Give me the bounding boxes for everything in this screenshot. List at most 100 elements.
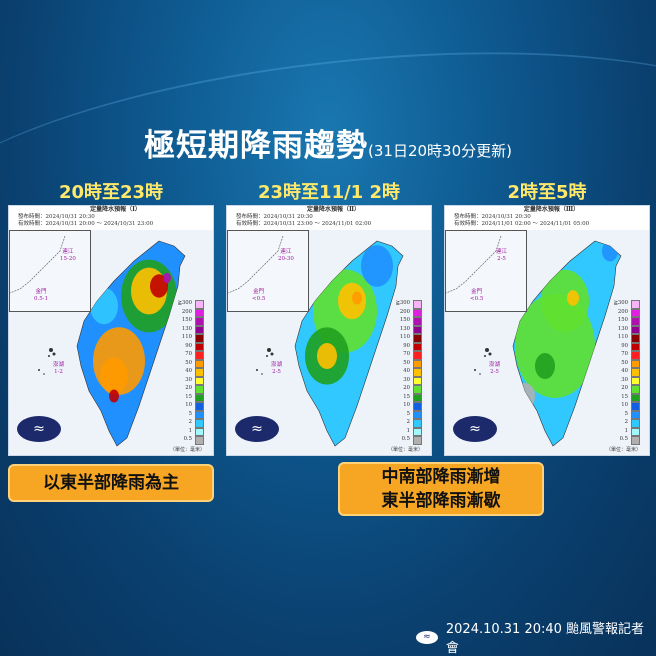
legend-swatch xyxy=(631,334,640,343)
legend-swatch xyxy=(631,393,640,402)
rainfall-legend: ≧300 200 150 130 110 90 70 50 40 30 20 15 10 5 2 1 0.5 xyxy=(613,300,640,445)
legend-swatch xyxy=(195,436,204,445)
legend-swatch xyxy=(195,376,204,385)
penghu-label: 澎湖 2-5 xyxy=(271,362,283,375)
page-title: 極短期降雨趨勢(31日20時30分更新) xyxy=(0,120,656,165)
china-coast xyxy=(10,235,66,294)
rain-area xyxy=(338,282,366,320)
legend-swatch xyxy=(195,410,204,419)
note-text-line2: 東半部降雨漸歇 xyxy=(381,491,501,511)
legend-label: 50 xyxy=(185,359,192,366)
legend-swatch xyxy=(195,342,204,351)
footer-text: 2024.10.31 20:40 颱風警報記者會 xyxy=(445,622,645,656)
legend-swatch xyxy=(195,427,204,436)
kinmen-label: 金門 <0.5 xyxy=(252,289,266,302)
legend-swatch xyxy=(631,359,640,368)
legend-swatch xyxy=(195,359,204,368)
issued-time: 發布時間：2024/10/31 20:30 xyxy=(454,213,531,220)
legend-label: 150 xyxy=(399,317,410,323)
legend-label: 130 xyxy=(181,325,192,332)
rain-area xyxy=(541,269,589,333)
legend-label: 0.5 xyxy=(619,436,628,442)
legend-swatch xyxy=(631,376,640,385)
legend-swatch xyxy=(413,342,422,351)
legend-label: 30 xyxy=(621,376,628,383)
rain-area xyxy=(109,389,119,403)
legend-label: 110 xyxy=(181,334,192,340)
matsu-label: 連江 20-30 xyxy=(278,249,294,262)
matsu-label: 連江 2-5 xyxy=(496,249,508,262)
legend-swatch xyxy=(413,351,422,360)
map-area: 連江 2-5 金門 <0.5 澎湖 2-5 ≈ ≧300 200 150 130 110 90 7… xyxy=(445,230,649,455)
legend-swatch xyxy=(195,393,204,402)
cwa-logo-icon: ≈ xyxy=(453,416,497,442)
rain-area xyxy=(90,287,118,325)
offshore-islands-inset: 連江 15-20 金門 0.5-1 xyxy=(9,230,91,312)
legend-label: 130 xyxy=(399,325,410,332)
legend-label: 20 xyxy=(621,385,628,391)
legend-label: ≧300 xyxy=(395,300,410,306)
china-coast xyxy=(446,235,502,294)
legend-swatch xyxy=(413,359,422,368)
legend-label: 0.5 xyxy=(401,436,410,442)
title-update-time: (31日20時30分更新) xyxy=(368,142,512,160)
period-heading-1: 20時至23時 xyxy=(58,182,164,203)
legend-label: ≧300 xyxy=(613,300,628,306)
legend-label: 130 xyxy=(617,325,628,332)
taiwan-map xyxy=(474,240,622,447)
legend-label: 40 xyxy=(185,368,192,374)
legend-label: 200 xyxy=(399,308,410,315)
note-text-line1: 中南部降雨漸增 xyxy=(381,467,501,487)
rain-area xyxy=(352,291,362,305)
legend-label: 30 xyxy=(185,376,192,383)
legend-label: 110 xyxy=(399,334,410,340)
legend-label: 150 xyxy=(181,317,192,323)
legend-label: 1 xyxy=(624,427,628,434)
legend-label: 150 xyxy=(617,317,628,323)
valid-time: 有效時間：2024/10/31 20:00 ～ 2024/10/31 23:00 xyxy=(18,221,154,227)
legend-swatch xyxy=(631,368,640,377)
legend-swatch xyxy=(413,376,422,385)
rain-area xyxy=(567,290,579,306)
legend-label: 2 xyxy=(188,419,192,425)
legend-swatch xyxy=(413,436,422,445)
legend-swatch xyxy=(413,368,422,377)
rain-area xyxy=(100,357,128,395)
offshore-islands-inset: 連江 2-5 金門 <0.5 xyxy=(445,230,527,312)
legend-swatch xyxy=(195,325,204,334)
legend-label: 90 xyxy=(403,342,410,349)
cwa-logo-icon: ≈ xyxy=(416,630,438,644)
kinmen-label: 金門 0.5-1 xyxy=(34,289,49,302)
kinmen-label: 金門 <0.5 xyxy=(470,289,484,302)
legend-label: 200 xyxy=(617,308,628,315)
legend-swatch xyxy=(413,300,422,309)
legend-swatch xyxy=(413,419,422,428)
china-coast xyxy=(228,235,284,294)
legend-label: 40 xyxy=(403,368,410,374)
legend-swatch xyxy=(631,351,640,360)
taiwan-map xyxy=(256,240,404,447)
legend-swatch xyxy=(413,334,422,343)
legend-swatch xyxy=(413,325,422,334)
legend-swatch xyxy=(413,385,422,394)
legend-label: 15 xyxy=(621,393,628,400)
legend-swatch xyxy=(195,317,204,326)
offshore-islands-inset: 連江 20-30 金門 <0.5 xyxy=(227,230,309,312)
map-title: 定量降水預報（Ⅱ） xyxy=(306,206,361,213)
legend-label: 5 xyxy=(624,410,628,417)
cwa-logo-icon: ≈ xyxy=(235,416,279,442)
legend-swatch xyxy=(631,342,640,351)
issued-time: 發布時間：2024/10/31 20:30 xyxy=(236,213,313,220)
legend-label: 20 xyxy=(185,385,192,391)
legend-swatch xyxy=(631,325,640,334)
legend-swatch xyxy=(631,402,640,411)
legend-label: 50 xyxy=(403,359,410,366)
legend-label: 1 xyxy=(188,427,192,434)
legend-label: 90 xyxy=(621,342,628,349)
legend-swatch xyxy=(631,419,640,428)
legend-label: 40 xyxy=(621,368,628,374)
legend-swatch xyxy=(195,368,204,377)
legend-label: 2 xyxy=(624,419,628,425)
legend-swatch xyxy=(631,300,640,309)
legend-swatch xyxy=(195,385,204,394)
